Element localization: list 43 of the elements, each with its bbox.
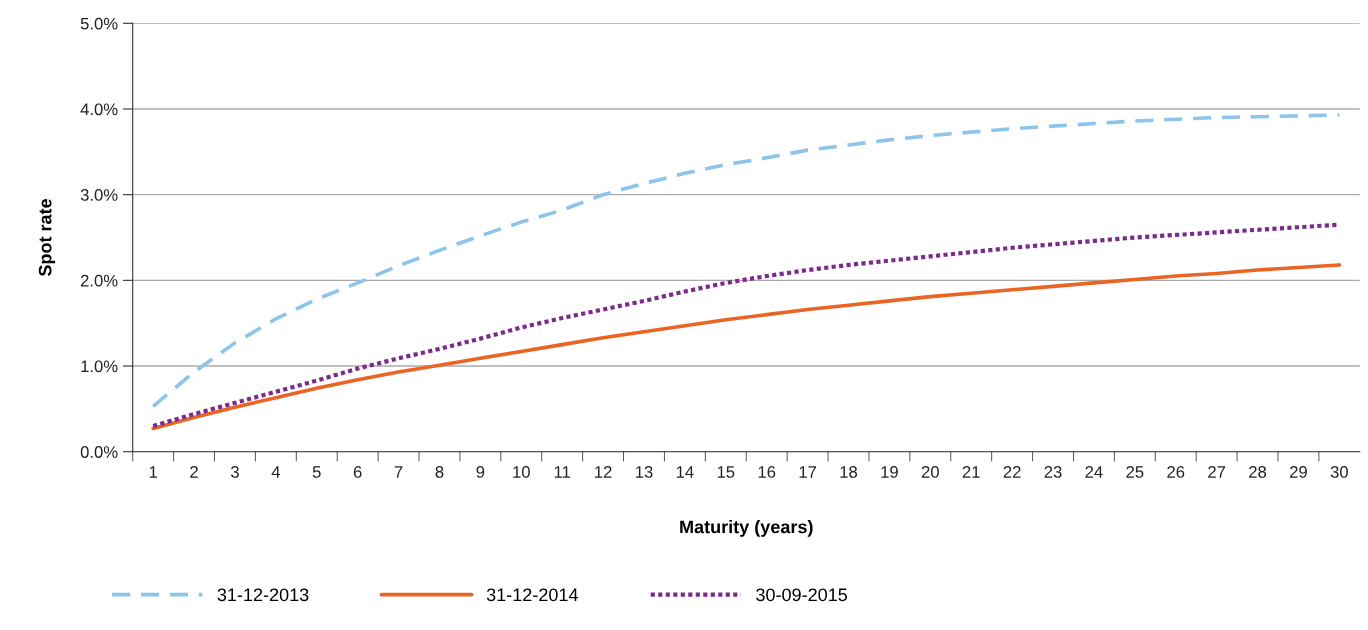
x-tick-label: 2 [190, 466, 198, 478]
x-tick-label: 28 [1249, 466, 1267, 478]
y-tick-label: 0.0% [80, 446, 118, 458]
x-tick-label: 15 [717, 466, 735, 478]
x-tick-label: 7 [394, 466, 403, 478]
x-tick-label: 30 [1330, 466, 1348, 478]
line-series [151, 263, 1342, 431]
y-tick-label: 4.0% [80, 103, 118, 116]
x-tick-label: 20 [921, 466, 939, 478]
x-tick-label: 23 [1044, 466, 1062, 478]
x-tick-label: 9 [476, 466, 485, 478]
x-tick-label: 22 [1003, 466, 1021, 478]
x-tick-label: 8 [435, 466, 444, 478]
x-axis-title: Maturity (years) [680, 520, 813, 537]
x-tick-label: 17 [799, 466, 817, 478]
y-tick-label: 1.0% [81, 360, 118, 373]
x-tick-label: 11 [554, 466, 571, 478]
y-tick-label: 2.0% [80, 274, 118, 287]
x-tick-label: 10 [513, 466, 530, 478]
y-tick-label: 3.0% [80, 189, 118, 201]
x-tick-label: 25 [1126, 466, 1144, 478]
x-tick-label: 12 [595, 466, 612, 478]
x-tick-label: 16 [758, 466, 776, 478]
x-tick-label: 1 [149, 466, 157, 478]
legend-label: 30-09-2015 [756, 588, 848, 602]
y-tick-label: 5.0% [80, 17, 118, 30]
legend-label: 31-12-2014 [486, 588, 578, 602]
x-tick-label: 13 [635, 466, 653, 478]
x-tick-label: 21 [962, 466, 980, 478]
line-series [151, 113, 1342, 409]
x-tick-label: 18 [840, 466, 858, 478]
legend-label: 31-12-2013 [217, 588, 309, 602]
x-tick-label: 5 [312, 466, 321, 478]
x-tick-label: 6 [353, 466, 362, 478]
x-tick-label: 24 [1085, 466, 1103, 478]
x-tick-label: 19 [881, 466, 898, 478]
x-tick-label: 26 [1167, 466, 1185, 478]
x-tick-label: 29 [1290, 466, 1307, 478]
x-tick-label: 27 [1208, 466, 1226, 478]
x-tick-label: 3 [230, 466, 239, 478]
y-axis-title: Spot rate [38, 199, 56, 277]
x-tick-label: 4 [271, 466, 280, 478]
x-tick-label: 14 [676, 466, 694, 478]
